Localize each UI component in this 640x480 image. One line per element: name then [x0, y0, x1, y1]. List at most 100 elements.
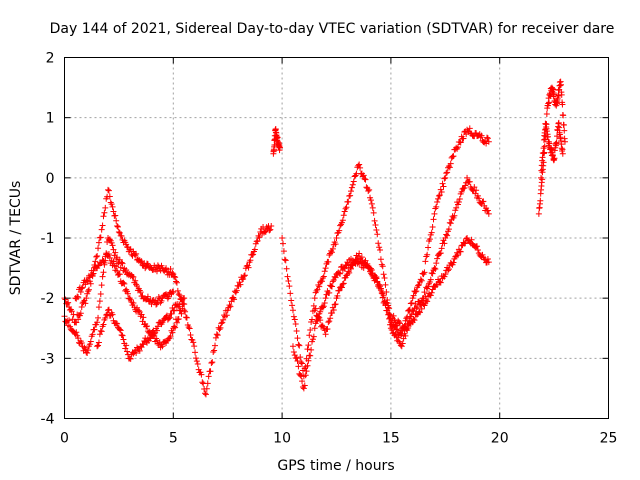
trace-track-g-8-11 [386, 321, 393, 328]
point-track-g-10 [398, 343, 405, 350]
point-track-a-4 [105, 186, 112, 193]
trace-track-f-1-5 [294, 335, 301, 342]
trace-track-d-6-7 [165, 315, 172, 322]
trace-track-h-1-2 [324, 326, 331, 333]
trace-track-b-0-6 [66, 323, 73, 330]
trace-track-a-4-6 [110, 208, 117, 215]
trace-track-a-1-3 [75, 316, 82, 323]
trace-track-c-3-1 [105, 250, 112, 257]
trace-track-j-0-1 [538, 167, 545, 174]
trace-track-a-16-5 [240, 276, 247, 283]
trace-track-a-3-1 [95, 245, 102, 252]
trace-track-d-6-8 [166, 314, 173, 321]
trace-track-h-2-6 [338, 284, 345, 291]
point-track-a-19 [268, 222, 275, 229]
x-axis-label: GPS time / hours [277, 458, 394, 474]
trace-track-a-2-1 [84, 290, 91, 297]
trace-track-g-1-5 [305, 357, 312, 364]
trace-track-a-8-6 [153, 268, 160, 275]
series-track-d [94, 295, 188, 362]
trace-track-a-0-8 [68, 308, 75, 315]
trace-track-h-5-9 [374, 278, 381, 285]
trace-track-g-8-8 [384, 307, 391, 314]
trace-track-c-4-1 [116, 271, 123, 278]
trace-track-a-15-3 [227, 303, 234, 310]
series-track-c [72, 250, 188, 351]
point-track-d-0 [94, 343, 101, 350]
x-tick-label-2: 10 [273, 431, 291, 447]
trace-track-h-6-11 [386, 311, 393, 318]
trace-track-c-6-6 [143, 323, 150, 330]
trace-track-f-8-9 [374, 231, 381, 238]
trace-track-h-2-11 [343, 272, 350, 279]
trace-track-f-5-7 [339, 217, 346, 224]
trace-track-h-9-10 [418, 305, 425, 312]
trace-track-g-13-2 [433, 260, 440, 267]
trace-track-g-0-9 [298, 373, 305, 380]
point-track-h-16 [485, 259, 492, 266]
trace-track-h-4-10 [364, 260, 371, 267]
trace-track-d-5-7 [154, 323, 161, 330]
trace-track-i-1-3 [541, 149, 548, 156]
trace-track-g-1-10 [309, 336, 316, 343]
trace-track-f-4-3 [325, 258, 332, 265]
trace-track-h-15-5 [479, 251, 486, 258]
trace-track-g-3-4 [326, 289, 333, 296]
trace-track-a-17-6 [251, 246, 258, 253]
trace-track-b-3-6 [99, 273, 106, 280]
trace-track-f-8-3 [368, 200, 375, 207]
trace-track-g-14-2 [444, 232, 451, 239]
trace-track-b-2-2 [85, 347, 92, 354]
point-track-a-2 [83, 295, 90, 302]
trace-track-g-13-11 [441, 240, 448, 247]
trace-track-h-3-11 [354, 256, 361, 263]
trace-track-f-14-5 [435, 192, 442, 199]
trace-track-a-5-1 [116, 229, 123, 236]
trace-track-b-2-4 [86, 341, 93, 348]
trace-track-b-8-8 [155, 294, 162, 301]
trace-track-g-15-3 [455, 198, 462, 205]
trace-track-j-3-1 [551, 155, 558, 162]
trace-track-f-0-11 [289, 302, 296, 309]
trace-track-b-3-7 [100, 269, 107, 276]
trace-track-f-13-10 [429, 224, 436, 231]
trace-track-f-8-6 [371, 217, 378, 224]
trace-track-f-6-1 [345, 198, 352, 205]
trace-track-g-1-2 [302, 372, 309, 379]
trace-track-f-0-10 [288, 297, 295, 304]
trace-track-g-3-8 [329, 278, 336, 285]
trace-track-c-4-6 [121, 280, 128, 287]
trace-track-h-14-5 [468, 236, 475, 243]
trace-track-c-9-9 [178, 310, 185, 317]
trace-track-a-18-6 [262, 228, 269, 235]
trace-track-f-9-4 [380, 271, 387, 278]
point-track-j-5 [559, 150, 566, 157]
trace-track-g-14-4 [445, 226, 452, 233]
trace-track-d-3-11 [136, 347, 143, 354]
trace-track-f-14-1 [432, 205, 439, 212]
trace-track-b-5-4 [119, 260, 126, 267]
trace-track-h-0-4 [315, 313, 322, 320]
trace-track-f-18-11 [484, 135, 491, 142]
trace-track-f-1-7 [296, 342, 303, 349]
trace-track-f-11-11 [408, 299, 415, 306]
trace-track-d-3-7 [133, 350, 140, 357]
x-tick-label-5: 25 [600, 431, 618, 447]
trace-track-i-0-9 [539, 176, 546, 183]
trace-track-g-0-5 [294, 358, 301, 365]
trace-track-f-18-8 [482, 138, 489, 145]
trace-track-a-10-4 [173, 279, 180, 286]
trace-track-a-2-5 [87, 280, 94, 287]
trace-track-a-9-4 [163, 265, 170, 272]
trace-track-a-11-11 [191, 343, 198, 350]
trace-track-h-3-1 [345, 268, 352, 275]
trace-track-a-3-4 [97, 234, 104, 241]
trace-track-f-3-8 [318, 278, 325, 285]
trace-track-h-1-4 [326, 318, 333, 325]
trace-track-c-0-8 [79, 284, 86, 291]
series-track-h [311, 235, 492, 338]
trace-track-f-12-3 [412, 288, 419, 295]
trace-track-f-1-4 [293, 328, 300, 335]
trace-track-a-1-7 [78, 303, 85, 310]
trace-track-a-1-1 [73, 319, 80, 326]
